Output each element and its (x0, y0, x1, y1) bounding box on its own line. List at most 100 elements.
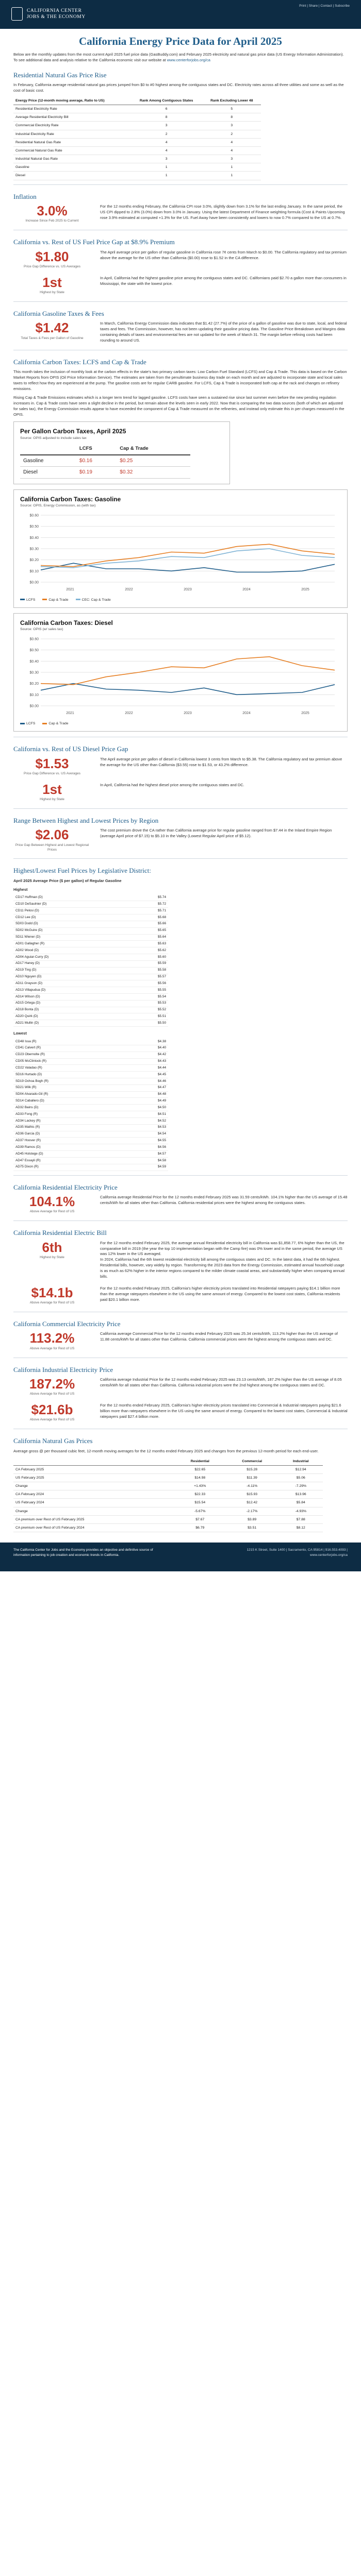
table-cell: AD15 Ortega (D) (13, 1000, 137, 1007)
y-tick-label: $0.50 (29, 525, 39, 529)
section-heading: California Natural Gas Prices (13, 1437, 93, 1445)
table-cell: AD34 Lackey (R) (13, 1117, 137, 1125)
table-row: CD23 Obernolte (R) $4.42 (13, 1052, 168, 1059)
chart-title: California Carbon Taxes: Diesel (20, 619, 113, 626)
table-cell: SD03 Dodd (D) (13, 921, 137, 928)
table-cell: $13.96 (278, 1490, 323, 1499)
table-row: Change -5.67% -2.17% -4.93% (13, 1507, 323, 1516)
top-nav[interactable]: Print | Share | Contact | Subscribe (299, 4, 350, 8)
page-title: California Energy Price Data for April 2… (79, 35, 282, 47)
table-cell: $15.54 (174, 1498, 225, 1507)
table-row: US February 2025 $14.98 $11.39 $5.06 (13, 1473, 323, 1483)
table-cell: CA premium over Rest of US February 2025 (13, 1515, 175, 1524)
table-cell: CA premium over Rest of US February 2024 (13, 1523, 175, 1533)
y-tick-label: $0.10 (29, 693, 39, 697)
y-tick-label: $0.00 (29, 705, 39, 708)
table-row: AD37 Hoover (R) $4.55 (13, 1137, 168, 1145)
table-row: Change +1.43% -4.11% -7.29% (13, 1482, 323, 1491)
table-cell: $5.63 (137, 940, 168, 948)
table-row: Residential Natural Gas Rate 4 4 (13, 138, 261, 147)
section-heading: California Industrial Electricity Price (13, 1365, 113, 1374)
stat-block: 3.0% Increase Since Feb 2025 to Current F… (13, 204, 348, 224)
intro-link[interactable]: www.centerforjobs.org/ca (167, 57, 210, 62)
table-cell: Commercial Electricity Rate (13, 121, 130, 130)
stat-block: $2.06 Price Gap Between Highest and Lowes… (13, 828, 348, 852)
table-row: AD34 Lackey (R) $4.52 (13, 1117, 168, 1125)
table-row: AD36 Garcia (D) $4.54 (13, 1131, 168, 1138)
table-cell: SD11 Wiener (D) (13, 934, 137, 941)
table-cell: $4.42 (137, 1052, 168, 1059)
table-cell: $12.94 (278, 1465, 323, 1474)
table-cell: 5 (202, 105, 261, 114)
table-row: Commercial Electricity Rate 3 3 (13, 121, 261, 130)
stat-value: $1.80 (35, 248, 69, 264)
y-tick-label: $0.20 (29, 558, 39, 562)
table-row: Average Residential Electricity Bill 8 8 (13, 113, 261, 122)
table-row: SD16 Hurtado (D) $4.45 (13, 1071, 168, 1078)
table-cell: $5.60 (137, 954, 168, 961)
section-heading: Range Between Highest and Lowest Prices … (13, 816, 159, 824)
section-text: In February, California average resident… (13, 82, 344, 93)
stat-caption: Price Gap Difference vs. US Averages (24, 772, 80, 776)
card-source: Source: OPIS adjusted to include sales t… (20, 436, 87, 440)
table-cell: $5.58 (137, 967, 168, 974)
col-header: Industrial (278, 1457, 323, 1466)
stat-block: 6th Highest by State For the 12 months en… (13, 1240, 348, 1280)
x-tick-label: 2024 (242, 588, 251, 591)
table-row: CD05 McClintock (R) $4.43 (13, 1058, 168, 1065)
table-cell: $22.65 (174, 1465, 225, 1474)
chart-subtitle: Source: OPIS (w/ sales tax) (20, 628, 63, 632)
table-cell: AD32 Bains (D) (13, 1104, 137, 1112)
x-tick-label: 2021 (66, 588, 74, 591)
table-cell: CD41 Calvert (R) (13, 1045, 137, 1052)
stat-text: In March, California Energy Commission d… (100, 321, 347, 343)
table-cell: 4 (130, 138, 203, 147)
chart-svg: $0.60 $0.50 $0.40 $0.30 $0.20 $0.10 $0.00 2021 2… (29, 514, 335, 591)
table-cell: AD02 Wood (D) (13, 947, 137, 955)
stat-text: For the 12 months ending February, the C… (100, 204, 345, 220)
table-cell: $3.89 (225, 1515, 279, 1524)
table-cell: 6 (130, 105, 203, 114)
stat-caption: Price Gap Between Highest and Lowest Reg… (15, 843, 89, 852)
stat-value: 187.2% (29, 1376, 75, 1392)
table-cell: $4.53 (137, 1124, 168, 1131)
table-row: AD02 Wood (D) $5.62 (13, 947, 168, 955)
table-row: CD41 Calvert (R) $4.40 (13, 1045, 168, 1052)
table-cell: AD13 Villapudua (D) (13, 987, 137, 994)
table-row: AD10 Nguyen (D) $5.57 (13, 974, 168, 981)
table-cell: AD36 Garcia (D) (13, 1131, 137, 1138)
stat-text: In April, California had the highest die… (100, 782, 244, 787)
x-tick-label: 2022 (125, 711, 133, 715)
table-row: AD47 Essayli (R) $4.58 (13, 1157, 168, 1164)
stat-text: The April average price per gallon of di… (100, 756, 342, 767)
stat-block: 187.2% Above Average for Rest of US Calif… (13, 1377, 348, 1397)
x-tick-label: 2024 (242, 711, 251, 715)
legend-swatch (20, 599, 25, 601)
table-cell: $4.59 (137, 1164, 168, 1171)
legend-label: CEC: Cap & Trade (81, 598, 111, 602)
table-cell: $4.51 (137, 1111, 168, 1118)
stat-block: 1st Highest by State In April, California… (13, 275, 348, 295)
legend-swatch (75, 599, 80, 601)
footer-about: The California Center for Jobs and the E… (13, 1548, 153, 1557)
table-cell: $5.62 (137, 947, 168, 955)
table-cell: AD19 Ting (D) (13, 967, 137, 974)
section-heading: Inflation (13, 192, 37, 200)
table-cell: 2 (130, 130, 203, 139)
rank-table: Energy Price (12-month moving average, R… (13, 96, 261, 180)
table-cell: $15.93 (225, 1490, 279, 1499)
table-row: SD19 Ochoa Bogh (R) $4.46 (13, 1078, 168, 1085)
table-cell: CD11 Pelosi (D) (13, 907, 137, 915)
table-cell: -5.67% (174, 1507, 225, 1516)
table-row: CA February 2025 $22.65 $15.28 $12.94 (13, 1465, 323, 1474)
section-heading: California Residential Electricity Price (13, 1183, 118, 1191)
x-tick-label: 2021 (66, 711, 74, 715)
table-cell: 1 (202, 163, 261, 172)
legend-item: Cap & Trade (42, 721, 69, 726)
table-cell: 1 (130, 163, 203, 172)
table-cell: $5.55 (137, 987, 168, 994)
section-text: Average gross @ per thousand cubic feet,… (13, 1448, 319, 1453)
table-row: CA premium over Rest of US February 2025… (13, 1515, 323, 1524)
footer-contact[interactable]: 1215 K Street, Suite 1400 | Sacramento, … (247, 1548, 348, 1557)
org-name: CALIFORNIA CENTER JOBS & THE ECONOMY (27, 8, 86, 21)
